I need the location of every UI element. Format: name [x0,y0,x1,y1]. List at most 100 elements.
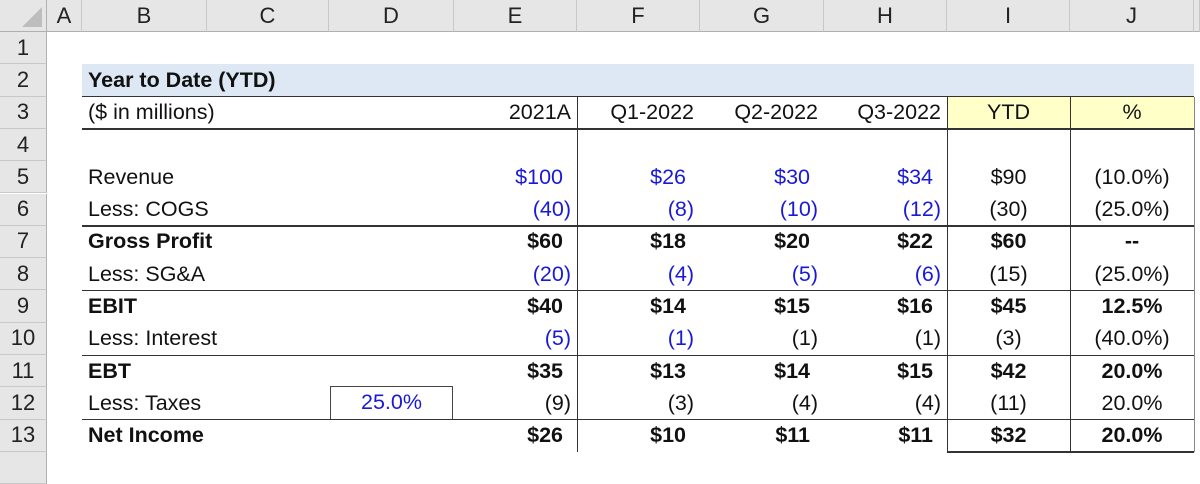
units-label: ($ in millions) [88,100,215,125]
value-cell[interactable]: $34 [897,164,933,189]
row-header-14[interactable] [0,451,47,484]
value-cell[interactable]: $100 [515,164,563,189]
period-header-q2-2022: Q2-2022 [734,100,818,125]
value-cell[interactable]: (11) [990,390,1027,415]
value-cell[interactable]: (3) [995,326,1022,351]
row-header-1[interactable]: 1 [0,32,47,65]
border-bottom-ytd [947,451,1194,453]
value-cell[interactable]: (8) [667,197,694,222]
row-header-7[interactable]: 7 [0,225,47,259]
value-cell[interactable]: $60 [527,229,563,254]
value-cell[interactable]: 20.0% [1101,358,1163,383]
ytd-header-fill [1070,96,1194,129]
row-header-5[interactable]: 5 [0,161,47,194]
value-cell[interactable]: (25.0%) [1094,261,1170,286]
value-cell[interactable]: (25.0%) [1094,197,1170,222]
value-cell[interactable]: (1) [914,326,941,351]
tax-rate-input[interactable]: 25.0% [330,386,453,420]
value-cell[interactable]: $10 [650,423,686,448]
value-cell[interactable]: (12) [902,197,941,222]
row-label-less-cogs: Less: COGS [88,197,209,222]
border-top-row-3 [82,96,1194,98]
column-header-f[interactable]: F [577,0,700,32]
period-header-ytd: YTD [987,100,1030,125]
value-cell[interactable]: $35 [527,358,563,383]
value-cell[interactable]: $26 [650,164,686,189]
column-header-d[interactable]: D [329,0,454,32]
value-cell[interactable]: $15 [897,358,933,383]
value-cell[interactable]: $13 [650,358,686,383]
column-header-j[interactable]: J [1070,0,1194,32]
subtotal-border [82,225,1194,227]
row-label-less-sg-a: Less: SG&A [88,261,206,286]
value-cell[interactable]: (6) [914,261,941,286]
value-cell[interactable]: 20.0% [1101,390,1163,415]
value-cell[interactable]: $42 [990,358,1027,383]
column-header-h[interactable]: H [824,0,947,32]
column-header-b[interactable]: B [82,0,207,32]
column-header-g[interactable]: G [700,0,824,32]
value-cell[interactable]: (20) [532,261,571,286]
value-cell[interactable]: (40.0%) [1094,326,1170,351]
value-cell[interactable]: (5) [791,261,818,286]
row-header-8[interactable]: 8 [0,258,47,291]
value-cell[interactable]: (40) [532,197,571,222]
value-cell[interactable]: $18 [650,229,686,254]
value-cell[interactable]: (1) [667,326,694,351]
row-header-13[interactable]: 13 [0,419,47,452]
row-header-12[interactable]: 12 [0,387,47,420]
value-cell[interactable]: $22 [897,229,933,254]
row-header-10[interactable]: 10 [0,322,47,355]
value-cell[interactable]: $16 [897,294,933,319]
value-cell[interactable]: $11 [898,423,933,448]
value-cell[interactable]: $20 [774,229,810,254]
value-cell[interactable]: $11 [775,423,810,448]
value-cell[interactable]: $14 [774,358,810,383]
border-right-2021a [576,96,578,452]
border-right-pct [1193,96,1195,452]
column-header-i[interactable]: I [947,0,1070,32]
border-bottom-row-3 [82,128,1194,130]
column-header-a[interactable]: A [47,0,82,32]
value-cell[interactable]: -- [1124,229,1140,254]
value-cell[interactable]: $32 [990,423,1027,448]
value-cell[interactable]: (15) [989,261,1028,286]
period-header-pct: % [1122,100,1142,125]
period-header-2021a: 2021A [508,100,571,125]
value-cell[interactable]: $45 [990,294,1027,319]
row-header-6[interactable]: 6 [0,193,47,226]
value-cell[interactable]: (30) [989,197,1028,222]
value-cell[interactable]: (9) [544,390,571,415]
value-cell[interactable]: $15 [774,294,810,319]
value-cell[interactable]: (10.0%) [1094,164,1170,189]
row-label-less-interest: Less: Interest [88,326,218,351]
value-cell[interactable]: 20.0% [1101,423,1163,448]
row-label-less-taxes: Less: Taxes [88,390,202,415]
row-header-11[interactable]: 11 [0,355,47,388]
column-header-c[interactable]: C [207,0,329,32]
value-cell[interactable]: $30 [774,164,810,189]
value-cell[interactable]: (10) [779,197,818,222]
value-cell[interactable]: (5) [544,326,571,351]
row-header-9[interactable]: 9 [0,290,47,323]
value-cell[interactable]: $40 [527,294,563,319]
value-cell[interactable]: $14 [650,294,686,319]
column-header-e[interactable]: E [454,0,577,32]
value-cell[interactable]: (4) [791,390,818,415]
value-cell[interactable]: (1) [791,326,818,351]
value-cell[interactable]: (4) [667,261,694,286]
row-label-revenue: Revenue [88,164,175,189]
row-header-4[interactable]: 4 [0,128,47,162]
value-cell[interactable]: $90 [990,164,1027,189]
select-all-corner[interactable] [0,0,47,32]
subtotal-border [82,289,1194,292]
value-cell[interactable]: $60 [990,229,1027,254]
value-cell[interactable]: (3) [667,390,694,415]
value-cell[interactable]: (4) [914,390,941,415]
row-header-2[interactable]: 2 [0,64,47,97]
value-cell[interactable]: $26 [527,423,563,448]
value-cell[interactable]: 12.5% [1101,294,1163,319]
row-header-3[interactable]: 3 [0,96,47,129]
column-header-blank [1194,0,1200,32]
